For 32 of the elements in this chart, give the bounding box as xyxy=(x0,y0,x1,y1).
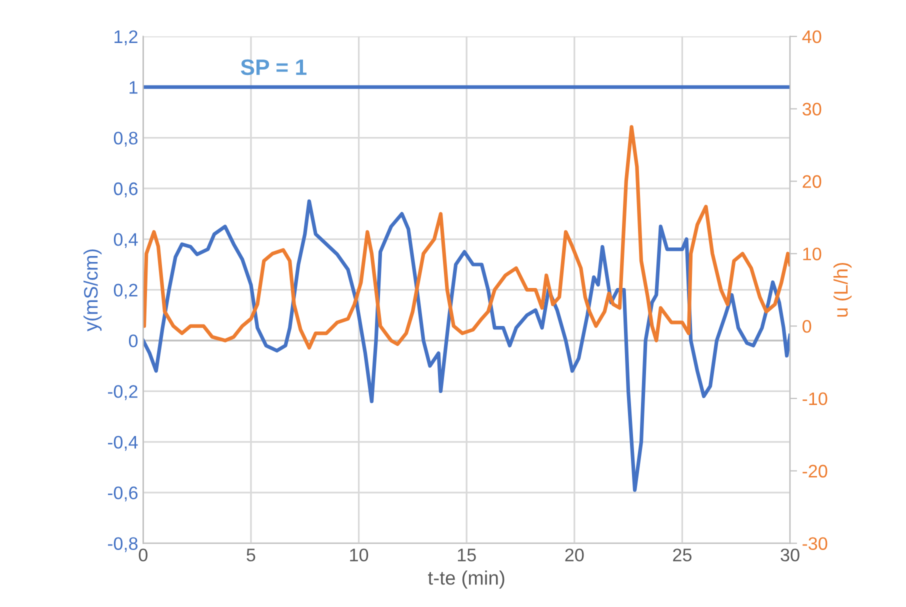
x-tick-label: 10 xyxy=(350,548,368,562)
y-tick-label: 0,6 xyxy=(114,182,138,198)
x-tick-label: 25 xyxy=(673,548,692,562)
y2-tick-label: -10 xyxy=(802,392,828,406)
x-tick-label: 15 xyxy=(458,548,476,562)
y-tick-label: -0,4 xyxy=(108,436,138,451)
y2-tick-label: 0 xyxy=(802,320,812,333)
y-tick-label: 1 xyxy=(130,81,138,94)
x-tick-label: 0 xyxy=(138,548,148,562)
y2-tick-label: 40 xyxy=(802,30,822,44)
y-tick-label: 0,8 xyxy=(114,132,138,147)
y-tick-label: -0,8 xyxy=(108,537,138,552)
y-tick-label: 0,2 xyxy=(114,284,138,299)
y-tick-label: 0 xyxy=(128,334,138,348)
y-tick-label: 1,2 xyxy=(114,30,138,46)
y-tick-label: -0,6 xyxy=(108,486,138,502)
x-tick-label: 5 xyxy=(246,548,256,562)
x-tick-label: 30 xyxy=(780,548,800,562)
line-series xyxy=(143,125,790,350)
ref-line-label: SP = 1 xyxy=(240,59,306,76)
y2-tick-label: -30 xyxy=(802,537,828,550)
y2-tick-label: 30 xyxy=(802,102,822,116)
y2-tick-label: -20 xyxy=(802,464,828,478)
y-tick-label: -0,2 xyxy=(108,385,138,400)
y-tick-label: 0,4 xyxy=(114,233,138,248)
y2-tick-label: 10 xyxy=(803,248,822,260)
y2-axis-title: u (L/h) xyxy=(833,262,852,317)
x-tick-label: 20 xyxy=(565,548,584,562)
x-axis-title: t-te (min) xyxy=(428,570,504,589)
line-series xyxy=(143,199,790,492)
y2-tick-label: 20 xyxy=(802,175,822,188)
y-axis-title: y(mS/cm) xyxy=(83,249,102,332)
